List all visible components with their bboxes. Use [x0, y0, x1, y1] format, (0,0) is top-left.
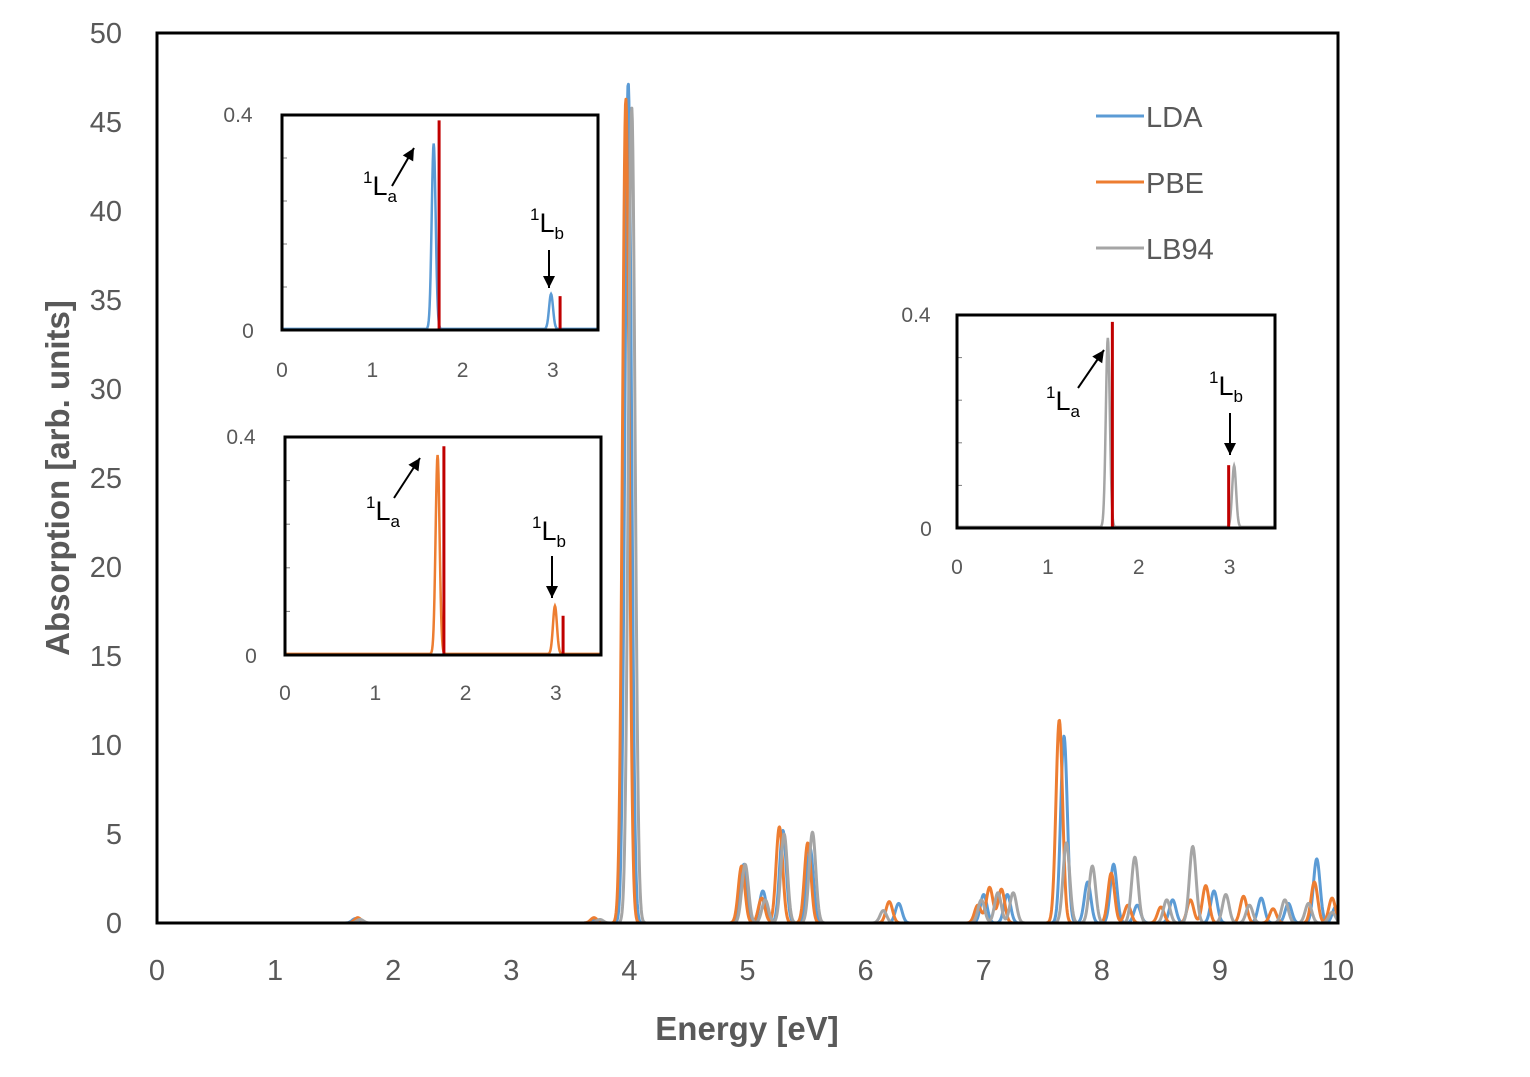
inset-frame — [280, 113, 600, 332]
inset-x-tick-label: 3 — [547, 359, 559, 382]
inset-x-tick-label: 1 — [366, 359, 378, 382]
y-tick-label: 0 — [106, 908, 122, 940]
inset-frame — [283, 435, 603, 657]
annotation-sub: a — [391, 512, 401, 531]
annotation-base: L — [372, 171, 387, 201]
annotation-base: L — [541, 516, 556, 546]
legend: LDA PBE LB94 — [1096, 102, 1214, 266]
annotation-arrow-head — [1092, 350, 1104, 364]
x-tick-label: 8 — [1094, 955, 1110, 987]
annotation-base: L — [539, 208, 554, 238]
inset-x-tick-label: 1 — [369, 682, 381, 705]
inset-x-tick-label: 3 — [550, 682, 562, 705]
y-axis-label: Absorption [arb. units] — [39, 300, 76, 656]
inset-x-tick-label: 0 — [951, 556, 963, 579]
legend-label-pbe: PBE — [1146, 168, 1204, 200]
annotation-sub: b — [1234, 387, 1243, 406]
inset-frame — [955, 313, 1277, 530]
annotation-label-1lb: 1Lb — [532, 513, 566, 551]
inset-background — [957, 315, 1275, 528]
x-tick-label: 4 — [621, 955, 637, 987]
plot-frame — [155, 31, 1340, 925]
annotation-sub: a — [388, 187, 398, 206]
annotation-sup: 1 — [530, 205, 539, 224]
annotation-sub: b — [555, 224, 564, 243]
inset-y-tick-label: 0.4 — [901, 304, 931, 327]
inset-x-tick-label: 2 — [1133, 556, 1145, 579]
inset-x-tick-label: 0 — [276, 359, 288, 382]
y-tick-label: 40 — [90, 196, 122, 228]
annotation-sub: b — [557, 532, 566, 551]
y-tick-label: 20 — [90, 552, 122, 584]
inset-y-tick-label: 0 — [920, 518, 932, 541]
annotation-sup: 1 — [363, 168, 372, 187]
annotation-sup: 1 — [532, 513, 541, 532]
annotation-sup: 1 — [366, 493, 375, 512]
annotation-label-1la: 1La — [366, 493, 401, 531]
annotation-base: L — [1055, 386, 1070, 416]
inset-y-tick-label: 0.4 — [226, 426, 256, 449]
y-tick-label: 50 — [90, 18, 122, 50]
y-tick-label: 30 — [90, 374, 122, 406]
annotation-base: L — [1218, 371, 1233, 401]
y-tick-label: 25 — [90, 463, 122, 495]
x-tick-label: 7 — [976, 955, 992, 987]
inset-x-tick-label: 1 — [1042, 556, 1054, 579]
x-tick-label: 6 — [858, 955, 874, 987]
annotation-label-1lb: 1Lb — [1209, 368, 1243, 406]
y-tick-label: 35 — [90, 285, 122, 317]
annotation-label-1la: 1La — [363, 168, 398, 206]
y-tick-label: 5 — [106, 819, 122, 851]
annotation-arrow-head — [408, 458, 420, 472]
y-tick-label: 45 — [90, 107, 122, 139]
annotation-sub: a — [1071, 402, 1081, 421]
annotation-sup: 1 — [1209, 368, 1218, 387]
inset-y-tick-label: 0.4 — [223, 104, 253, 127]
x-tick-label: 10 — [1322, 955, 1354, 987]
x-tick-label: 0 — [149, 955, 165, 987]
annotation-sup: 1 — [1046, 383, 1055, 402]
inset-x-tick-label: 0 — [279, 682, 291, 705]
inset-y-tick-label: 0 — [245, 645, 257, 668]
legend-label-lda: LDA — [1146, 102, 1203, 134]
legend-label-lb94: LB94 — [1146, 234, 1214, 266]
x-tick-label: 2 — [385, 955, 401, 987]
annotation-arrow-head — [543, 276, 555, 288]
annotation-arrow-head — [546, 586, 558, 598]
annotation-label-1la: 1La — [1046, 383, 1081, 421]
inset-x-tick-label: 3 — [1224, 556, 1236, 579]
x-tick-label: 3 — [503, 955, 519, 987]
annotation-base: L — [375, 496, 390, 526]
x-tick-label: 9 — [1212, 955, 1228, 987]
y-tick-label: 10 — [90, 730, 122, 762]
annotation-arrow-head — [1224, 443, 1236, 455]
annotation-label-1lb: 1Lb — [530, 205, 564, 243]
inset-x-tick-label: 2 — [460, 682, 472, 705]
inset-x-tick-label: 2 — [457, 359, 469, 382]
x-tick-label: 1 — [267, 955, 283, 987]
x-axis-label: Energy [eV] — [655, 1010, 838, 1047]
x-tick-label: 5 — [739, 955, 755, 987]
inset-y-tick-label: 0 — [242, 320, 254, 343]
y-tick-label: 15 — [90, 641, 122, 673]
annotation-arrow-head — [402, 148, 414, 162]
